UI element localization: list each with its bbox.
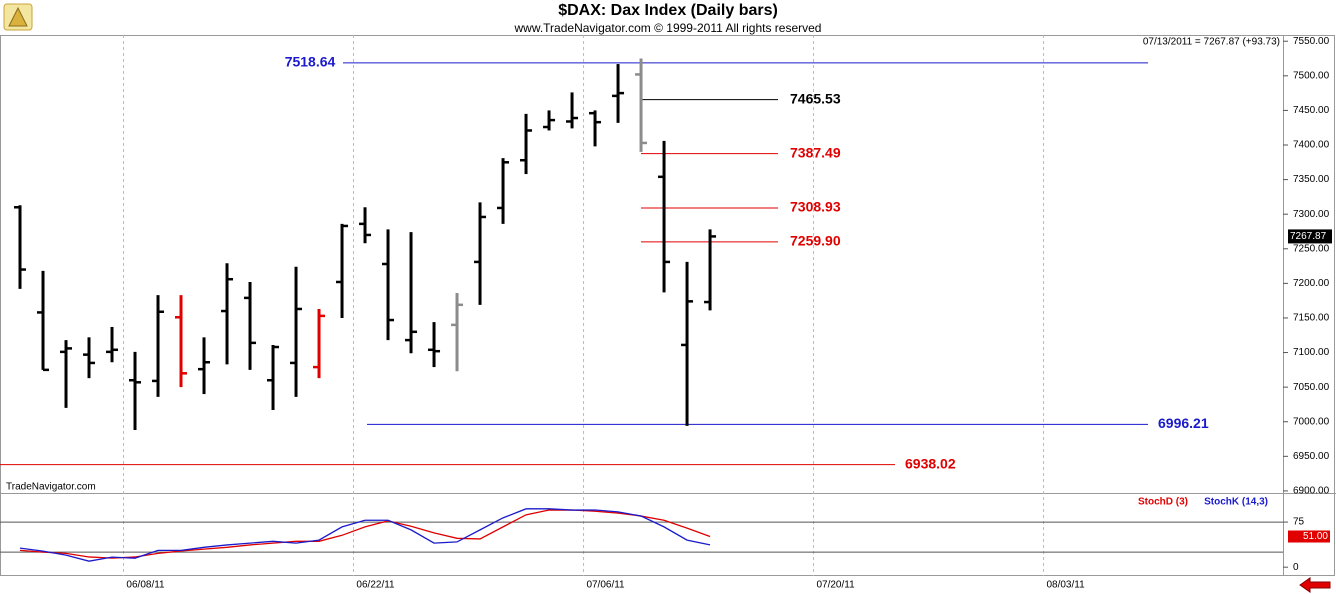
- x-tick-label: 07/20/11: [816, 580, 855, 591]
- level-label: 7387.49: [790, 144, 841, 160]
- level-label: 6996.21: [1158, 415, 1209, 431]
- logo: [3, 3, 33, 31]
- y-tick-label: 7100.00: [1293, 347, 1330, 358]
- last-price-label: 7267.87: [1290, 231, 1327, 242]
- x-tick-label: 08/03/11: [1046, 580, 1085, 591]
- y-tick-label: 7000.00: [1293, 416, 1330, 427]
- y-tick-label: 7050.00: [1293, 382, 1330, 393]
- x-tick-label: 06/08/11: [126, 580, 165, 591]
- y-tick-label: 7250.00: [1293, 243, 1330, 254]
- last-price-box: [1288, 229, 1332, 244]
- watermark: TradeNavigator.com: [6, 482, 96, 493]
- stoch-line: [19, 509, 711, 559]
- last-bar-info: 07/13/2011 = 7267.87 (+93.73): [1143, 37, 1280, 48]
- y-tick-label: 7300.00: [1293, 209, 1330, 220]
- y-tick-label: 7500.00: [1293, 70, 1330, 81]
- level-label: 7259.90: [790, 233, 841, 249]
- y-tick-label: 7150.00: [1293, 313, 1330, 324]
- y-tick-label: 0: [1293, 562, 1299, 573]
- y-tick-label: 75: [1293, 517, 1305, 528]
- chart-subtitle: www.TradeNavigator.com © 1999-2011 All r…: [514, 21, 822, 35]
- value-label: 51.00: [1303, 531, 1328, 542]
- value-box: [1288, 530, 1330, 543]
- y-tick-label: 6950.00: [1293, 451, 1330, 462]
- level-label: 7518.64: [285, 54, 336, 70]
- stoch-line: [19, 508, 711, 562]
- scroll-arrow[interactable]: [1299, 577, 1331, 593]
- y-tick-label: 6900.00: [1293, 486, 1330, 497]
- y-tick-label: 7550.00: [1293, 36, 1330, 47]
- x-tick-label: 07/06/11: [586, 580, 625, 591]
- y-tick-label: 7350.00: [1293, 174, 1330, 185]
- x-tick-label: 06/22/11: [356, 580, 395, 591]
- level-label: 6938.02: [905, 455, 956, 471]
- frame: [0, 35, 1335, 576]
- level-label: 7308.93: [790, 199, 841, 215]
- y-tick-label: 7400.00: [1293, 140, 1330, 151]
- chart-title: $DAX: Dax Index (Daily bars): [558, 2, 778, 19]
- y-tick-label: 7200.00: [1293, 278, 1330, 289]
- y-tick-label: 7450.00: [1293, 105, 1330, 116]
- level-label: 7465.53: [790, 90, 841, 106]
- legend-entry: StochD (3): [1138, 497, 1188, 508]
- legend-entry: StochK (14,3): [1204, 497, 1268, 508]
